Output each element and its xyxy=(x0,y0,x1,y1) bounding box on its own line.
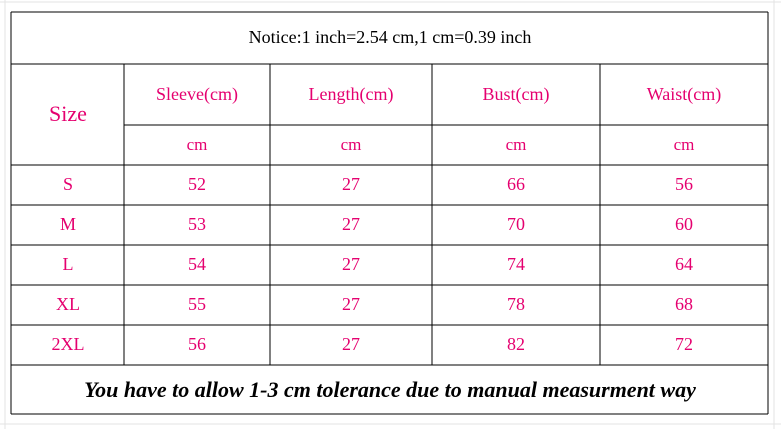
measurement: 27 xyxy=(342,334,360,354)
table-background xyxy=(11,12,768,414)
measurement: 72 xyxy=(675,334,693,354)
column-header: Sleeve(cm) xyxy=(156,84,238,105)
size-label: L xyxy=(63,254,74,274)
measurement: 64 xyxy=(675,254,693,274)
size-label: 2XL xyxy=(52,334,85,354)
measurement: 82 xyxy=(507,334,525,354)
measurement: 55 xyxy=(188,294,206,314)
measurement: 27 xyxy=(342,254,360,274)
unit-label: cm xyxy=(674,135,695,154)
footer-note: You have to allow 1-3 cm tolerance due t… xyxy=(84,377,696,402)
measurement: 27 xyxy=(342,174,360,194)
size-label: S xyxy=(63,174,73,194)
unit-label: cm xyxy=(506,135,527,154)
notice: Notice:1 inch=2.54 cm,1 cm=0.39 inch xyxy=(249,27,532,47)
measurement: 54 xyxy=(188,254,206,274)
unit-label: cm xyxy=(187,135,208,154)
column-header: Length(cm) xyxy=(309,84,394,105)
column-header: Bust(cm) xyxy=(483,84,550,105)
measurement: 78 xyxy=(507,294,525,314)
unit-label: cm xyxy=(341,135,362,154)
measurement: 27 xyxy=(342,294,360,314)
measurement: 27 xyxy=(342,214,360,234)
measurement: 74 xyxy=(507,254,525,274)
column-header: Waist(cm) xyxy=(647,84,722,105)
size-header: Size xyxy=(49,101,87,126)
table-borders xyxy=(10,11,769,415)
size-label: XL xyxy=(56,294,80,314)
measurement: 68 xyxy=(675,294,693,314)
size-label: M xyxy=(60,214,76,234)
measurement: 53 xyxy=(188,214,206,234)
measurement: 60 xyxy=(675,214,693,234)
measurement: 52 xyxy=(188,174,206,194)
measurement: 56 xyxy=(675,174,693,194)
measurement: 56 xyxy=(188,334,206,354)
measurement: 70 xyxy=(507,214,525,234)
measurement: 66 xyxy=(507,174,525,194)
